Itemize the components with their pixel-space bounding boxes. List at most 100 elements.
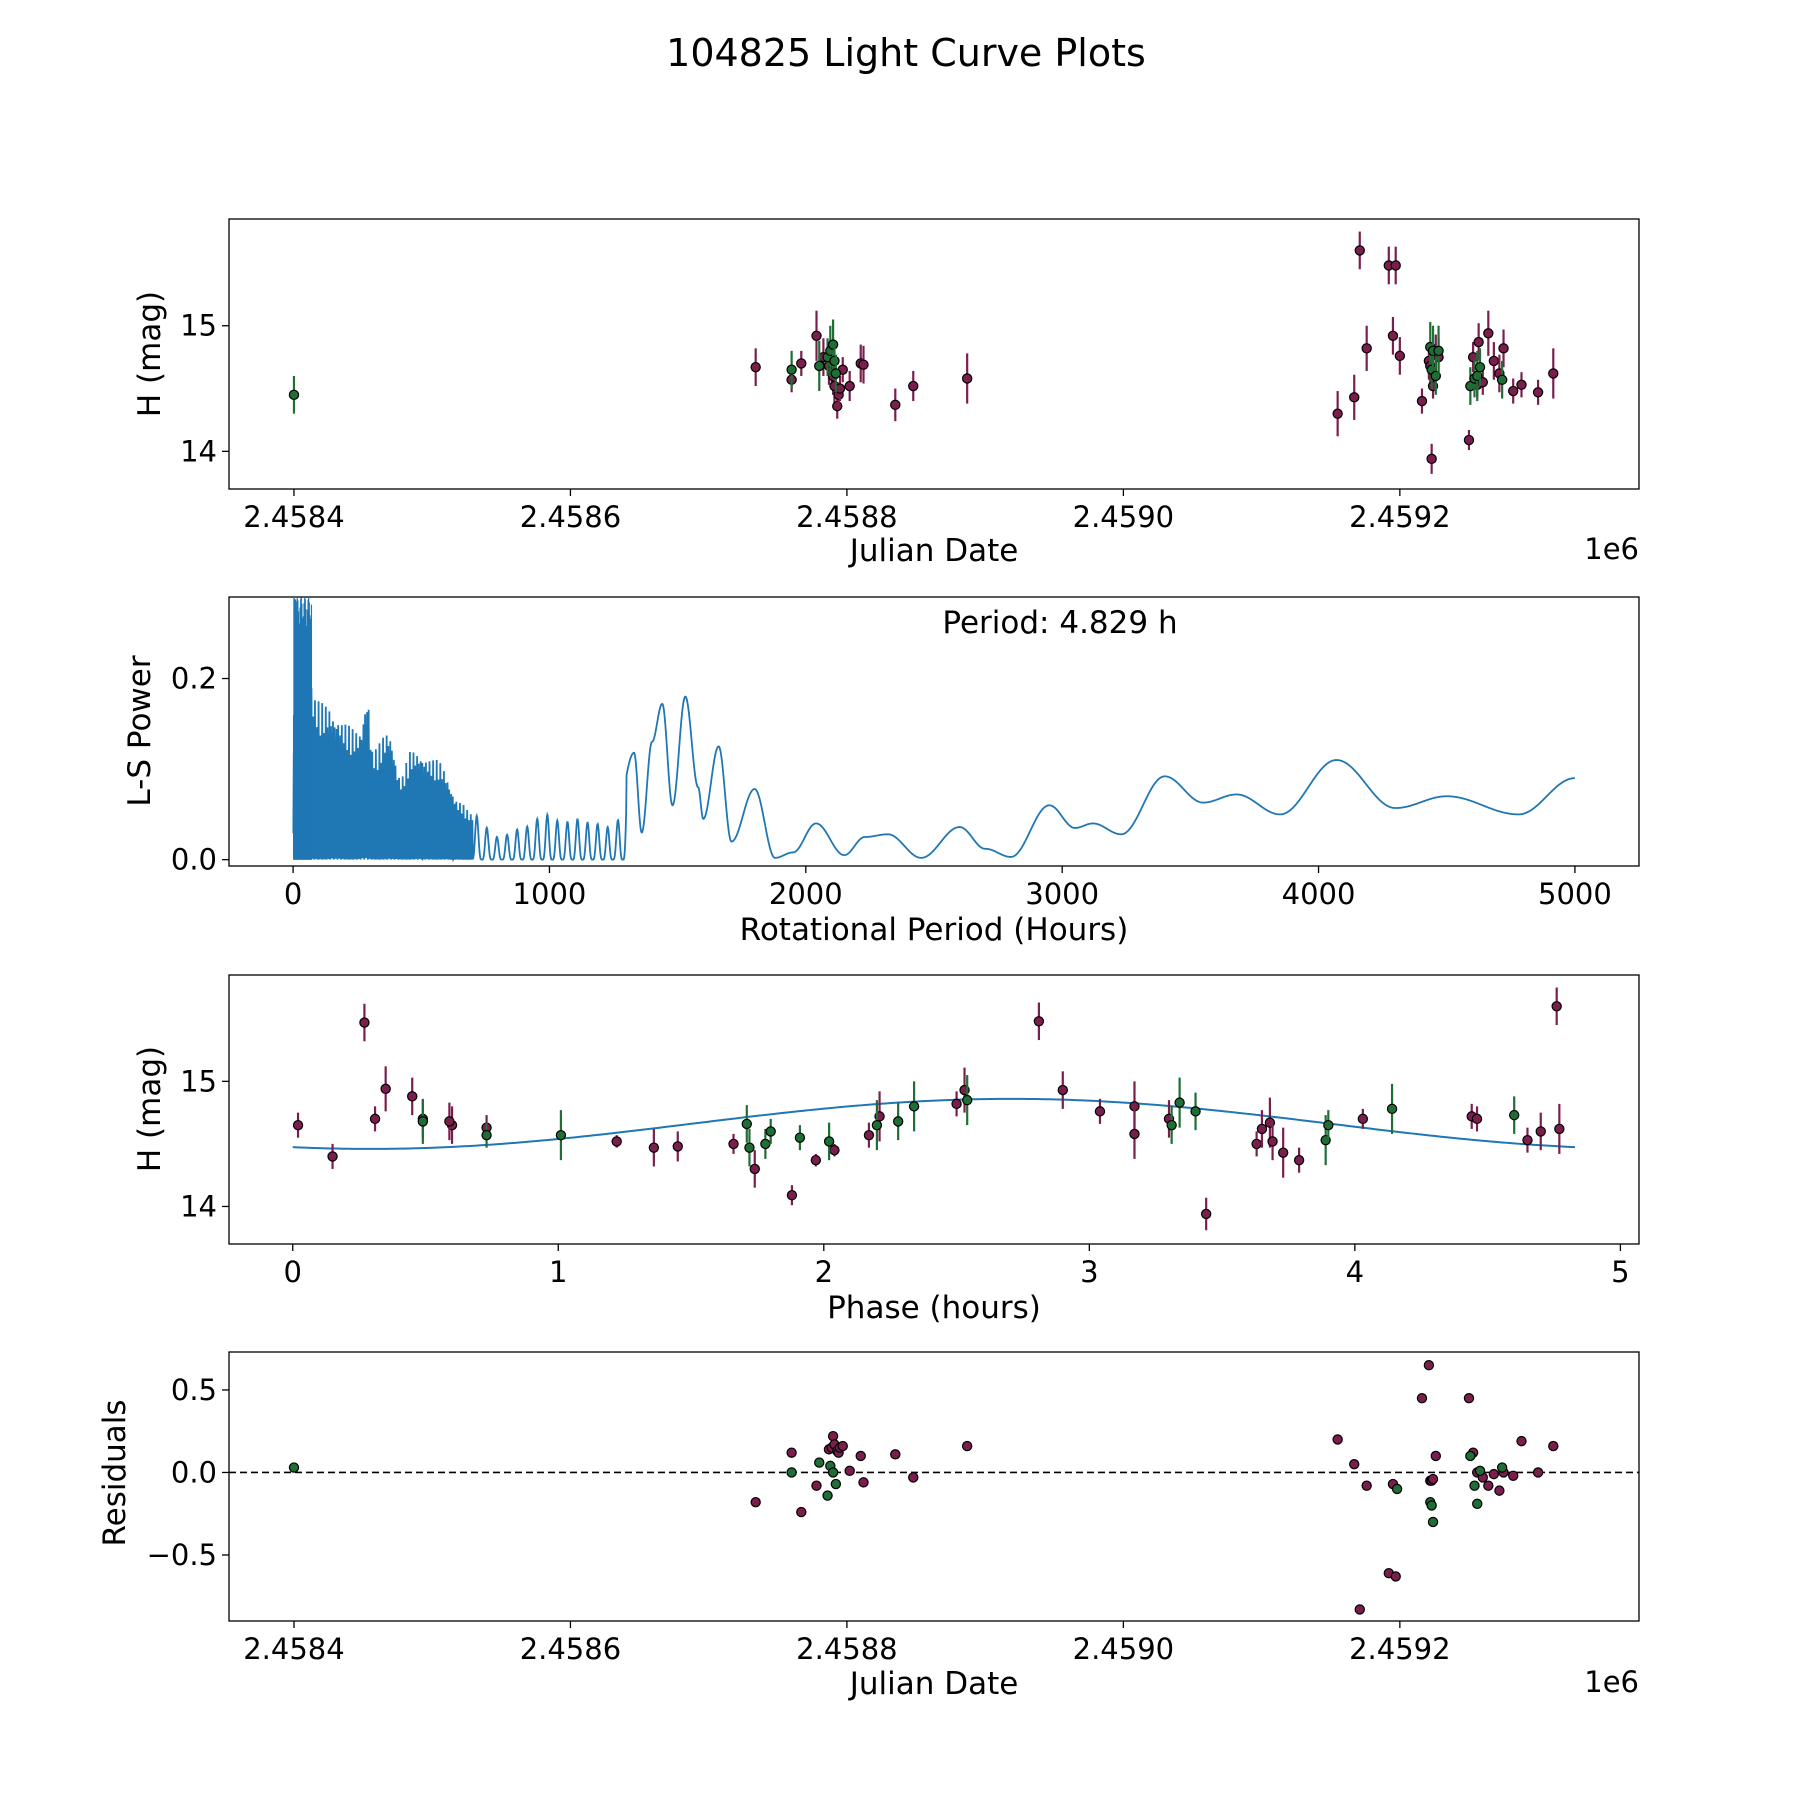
light-curve-point [890,399,901,411]
light-curve-point [829,355,840,367]
residuals-point [1488,1468,1500,1480]
phased-point [407,1091,418,1102]
phased-panel: 0 1 2 3 4 5 14 15 Phase (hours) H (mag) [132,974,1640,1326]
residuals-point [961,1440,973,1452]
residuals-point [1463,1393,1475,1404]
light-curve-xtick-label: 2.4584 [243,500,344,534]
phased-point [481,1129,492,1141]
phased-point [1522,1134,1533,1146]
light-curve-offset-text: 1e6 [1584,532,1639,566]
residuals-point [1427,1516,1439,1528]
residuals-xtick-label: 2.4584 [243,1632,344,1666]
phased-xtick-label: 2 [815,1255,833,1289]
residuals-point [844,1465,855,1477]
light-curve-ylabel: H (mag) [132,291,168,417]
residuals-point [786,1467,797,1478]
residuals-point [1426,1500,1437,1511]
phased-point [1094,1106,1106,1117]
periodogram-xtick-label: 0 [284,877,302,911]
periodogram-panel: 0 1000 2000 3000 4000 5000 0.0 0.2 Period: 4.82… [122,596,1640,948]
phased-point [1166,1119,1177,1131]
phased-point [961,1094,973,1106]
residuals-point [1548,1440,1559,1452]
periodogram-ticks: 0 1000 2000 3000 4000 5000 0.0 0.2 [171,662,1612,911]
residuals-point [1474,1465,1486,1477]
residuals-point [858,1477,869,1488]
phased-point [829,1144,840,1156]
phased-ytick-label: 15 [180,1064,217,1098]
phased-point [749,1163,760,1175]
residuals-point [827,1467,839,1478]
periodogram-xtick-label: 1000 [513,877,587,911]
phased-point [292,1119,304,1131]
phased-xtick-label: 5 [1611,1255,1629,1289]
periodogram-xtick-label: 4000 [1282,877,1356,911]
periodogram-ylabel: L-S Power [122,655,158,806]
light-curve-point [1473,336,1484,348]
residuals-point [1423,1360,1435,1371]
light-curve-point [1516,379,1527,390]
phased-xtick-label: 4 [1346,1255,1364,1289]
phased-point [908,1101,920,1112]
residuals-point [890,1449,901,1460]
residuals-point [1483,1480,1494,1491]
light-curve-point [1390,260,1401,271]
light-curve-point [750,361,761,373]
residuals-point [830,1478,842,1490]
residuals-point [1430,1450,1441,1462]
residuals-ytick-label: −0.5 [147,1538,217,1572]
light-curve-point [1488,355,1500,367]
phased-point [1323,1119,1334,1131]
residuals-xtick-label: 2.4592 [1349,1632,1450,1666]
phased-point [810,1154,822,1166]
phased-point [611,1136,622,1147]
light-curve-point [796,358,807,369]
light-curve-xlabel: Julian Date [848,533,1019,569]
light-curve-point [786,364,797,375]
light-curve-point [830,368,842,379]
periodogram-ytick-label: 0.2 [171,662,217,696]
residuals-point [827,1430,839,1442]
phased-point [1554,1123,1565,1135]
periodogram-marks [292,597,1575,863]
residuals-panel: 2.4584 2.4586 2.4588 2.4590 2.4592 0.5 0.0 −0.5… [97,1351,1640,1702]
light-curve-frame [228,218,1640,490]
light-curve-point [1496,374,1508,385]
periodogram-xtick-label: 5000 [1538,877,1612,911]
light-curve-point [1532,387,1544,398]
residuals-xlabel: Julian Date [848,1666,1019,1702]
period-annotation: Period: 4.829 h [942,605,1177,641]
residuals-point [1496,1462,1508,1473]
light-curve-point [1474,361,1486,373]
phased-point [1256,1123,1268,1135]
phased-point [863,1129,875,1141]
residuals-point [814,1457,825,1468]
residuals-point [1354,1604,1365,1615]
phased-point [1033,1016,1045,1027]
residuals-xtick-label: 2.4590 [1073,1632,1174,1666]
light-curve-point [1354,245,1365,256]
light-curve-point [1463,434,1475,446]
phased-point [672,1141,683,1152]
phased-point [359,1017,370,1028]
light-curve-point [1332,408,1343,419]
light-curve-panel: 2.4584 2.4586 2.4588 2.4590 2.4592 14 15 Julia… [132,218,1640,569]
light-curve-point [1426,453,1437,465]
residuals-frame [228,1351,1640,1622]
phased-point [648,1142,660,1153]
periodogram-line [292,599,1575,863]
periodogram-ytick-label: 0.0 [171,843,217,877]
phased-point [951,1098,962,1110]
residuals-point [811,1480,822,1491]
phased-point [327,1151,338,1162]
residuals-point [288,1462,300,1473]
phased-ytick-label: 14 [180,1189,217,1223]
phased-point [1251,1138,1262,1150]
phased-point [1174,1097,1185,1108]
residuals-point [855,1450,866,1462]
periodogram-xtick-label: 3000 [1025,877,1099,911]
light-curve-xtick-label: 2.4590 [1073,500,1174,534]
residuals-point [822,1490,833,1501]
residuals-point [1469,1480,1480,1491]
